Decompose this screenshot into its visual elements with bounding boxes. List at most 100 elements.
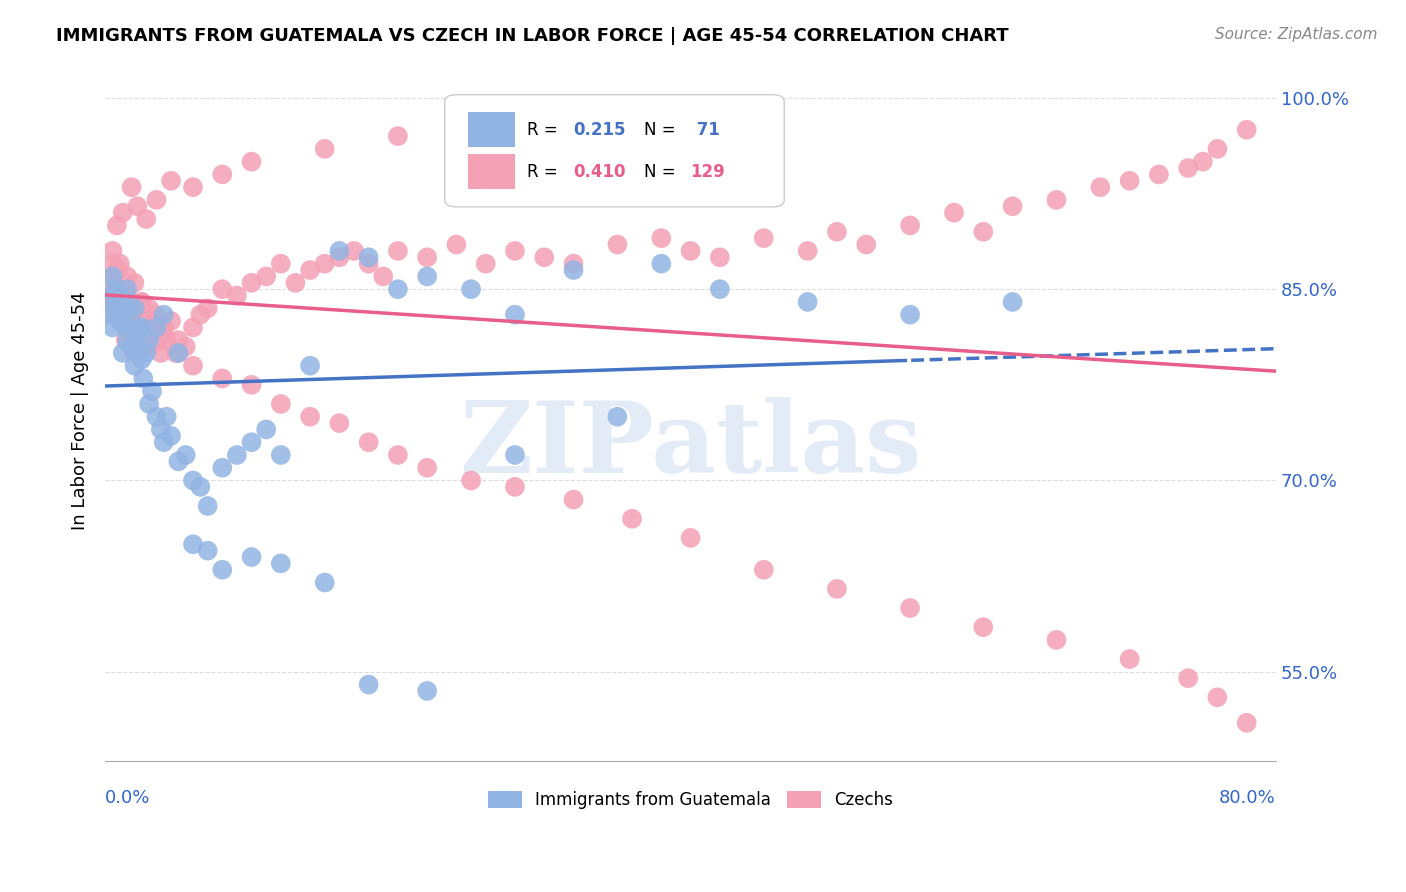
Point	[167, 333, 190, 347]
Point	[115, 288, 138, 302]
Point	[211, 282, 233, 296]
Point	[226, 288, 249, 302]
Point	[197, 301, 219, 316]
Point	[1001, 199, 1024, 213]
Point	[796, 294, 818, 309]
Point	[240, 549, 263, 564]
Point	[128, 333, 150, 347]
Point	[314, 575, 336, 590]
Point	[972, 225, 994, 239]
Point	[131, 294, 153, 309]
Text: 0.215: 0.215	[574, 120, 626, 139]
Point	[143, 308, 166, 322]
Point	[115, 269, 138, 284]
Point	[174, 448, 197, 462]
Point	[112, 294, 135, 309]
Point	[125, 333, 148, 347]
Point	[108, 282, 131, 296]
Point	[1236, 715, 1258, 730]
Point	[120, 320, 142, 334]
Point	[100, 288, 122, 302]
Point	[314, 257, 336, 271]
Point	[357, 250, 380, 264]
Point	[898, 219, 921, 233]
Point	[101, 257, 124, 271]
Point	[115, 333, 138, 347]
Point	[373, 269, 395, 284]
Point	[621, 512, 644, 526]
Point	[152, 308, 174, 322]
Point	[240, 435, 263, 450]
Point	[138, 397, 160, 411]
Point	[152, 435, 174, 450]
Point	[343, 244, 366, 258]
Text: R =: R =	[527, 163, 562, 181]
Point	[156, 409, 179, 424]
Point	[943, 205, 966, 219]
Point	[111, 308, 134, 322]
Point	[1090, 180, 1112, 194]
Point	[387, 129, 409, 144]
Point	[103, 288, 125, 302]
Point	[240, 276, 263, 290]
Point	[270, 448, 292, 462]
Point	[120, 320, 142, 334]
Point	[328, 416, 350, 430]
Point	[111, 346, 134, 360]
Point	[387, 244, 409, 258]
Point	[562, 257, 585, 271]
Y-axis label: In Labor Force | Age 45-54: In Labor Force | Age 45-54	[72, 291, 89, 530]
Point	[145, 314, 167, 328]
Point	[121, 340, 143, 354]
Point	[188, 308, 211, 322]
Point	[650, 231, 672, 245]
Point	[1177, 671, 1199, 685]
Point	[167, 346, 190, 360]
Text: ZIPatlas: ZIPatlas	[460, 397, 922, 494]
Point	[211, 371, 233, 385]
Point	[211, 460, 233, 475]
Point	[314, 142, 336, 156]
Point	[114, 320, 136, 334]
Point	[128, 320, 150, 334]
Point	[145, 193, 167, 207]
Point	[114, 333, 136, 347]
Text: 71: 71	[690, 120, 720, 139]
Point	[145, 409, 167, 424]
Point	[110, 308, 132, 322]
Point	[98, 308, 121, 322]
Point	[135, 308, 157, 322]
Point	[752, 231, 775, 245]
Point	[679, 244, 702, 258]
Point	[503, 448, 526, 462]
Point	[416, 250, 439, 264]
Point	[357, 257, 380, 271]
Point	[503, 480, 526, 494]
Point	[124, 276, 146, 290]
Point	[416, 684, 439, 698]
Point	[226, 448, 249, 462]
Point	[181, 537, 204, 551]
Point	[97, 294, 120, 309]
Point	[503, 244, 526, 258]
Point	[562, 263, 585, 277]
Point	[211, 168, 233, 182]
Point	[709, 282, 731, 296]
Point	[1236, 122, 1258, 136]
Point	[132, 371, 155, 385]
Point	[1191, 154, 1213, 169]
Point	[132, 326, 155, 341]
Point	[752, 563, 775, 577]
Point	[142, 320, 165, 334]
Point	[131, 294, 153, 309]
Point	[197, 499, 219, 513]
Point	[122, 320, 145, 334]
Point	[181, 180, 204, 194]
Point	[139, 340, 162, 354]
Point	[1206, 690, 1229, 705]
Point	[270, 397, 292, 411]
Text: Source: ZipAtlas.com: Source: ZipAtlas.com	[1215, 27, 1378, 42]
Text: IMMIGRANTS FROM GUATEMALA VS CZECH IN LABOR FORCE | AGE 45-54 CORRELATION CHART: IMMIGRANTS FROM GUATEMALA VS CZECH IN LA…	[56, 27, 1010, 45]
Point	[129, 308, 152, 322]
Point	[138, 320, 160, 334]
